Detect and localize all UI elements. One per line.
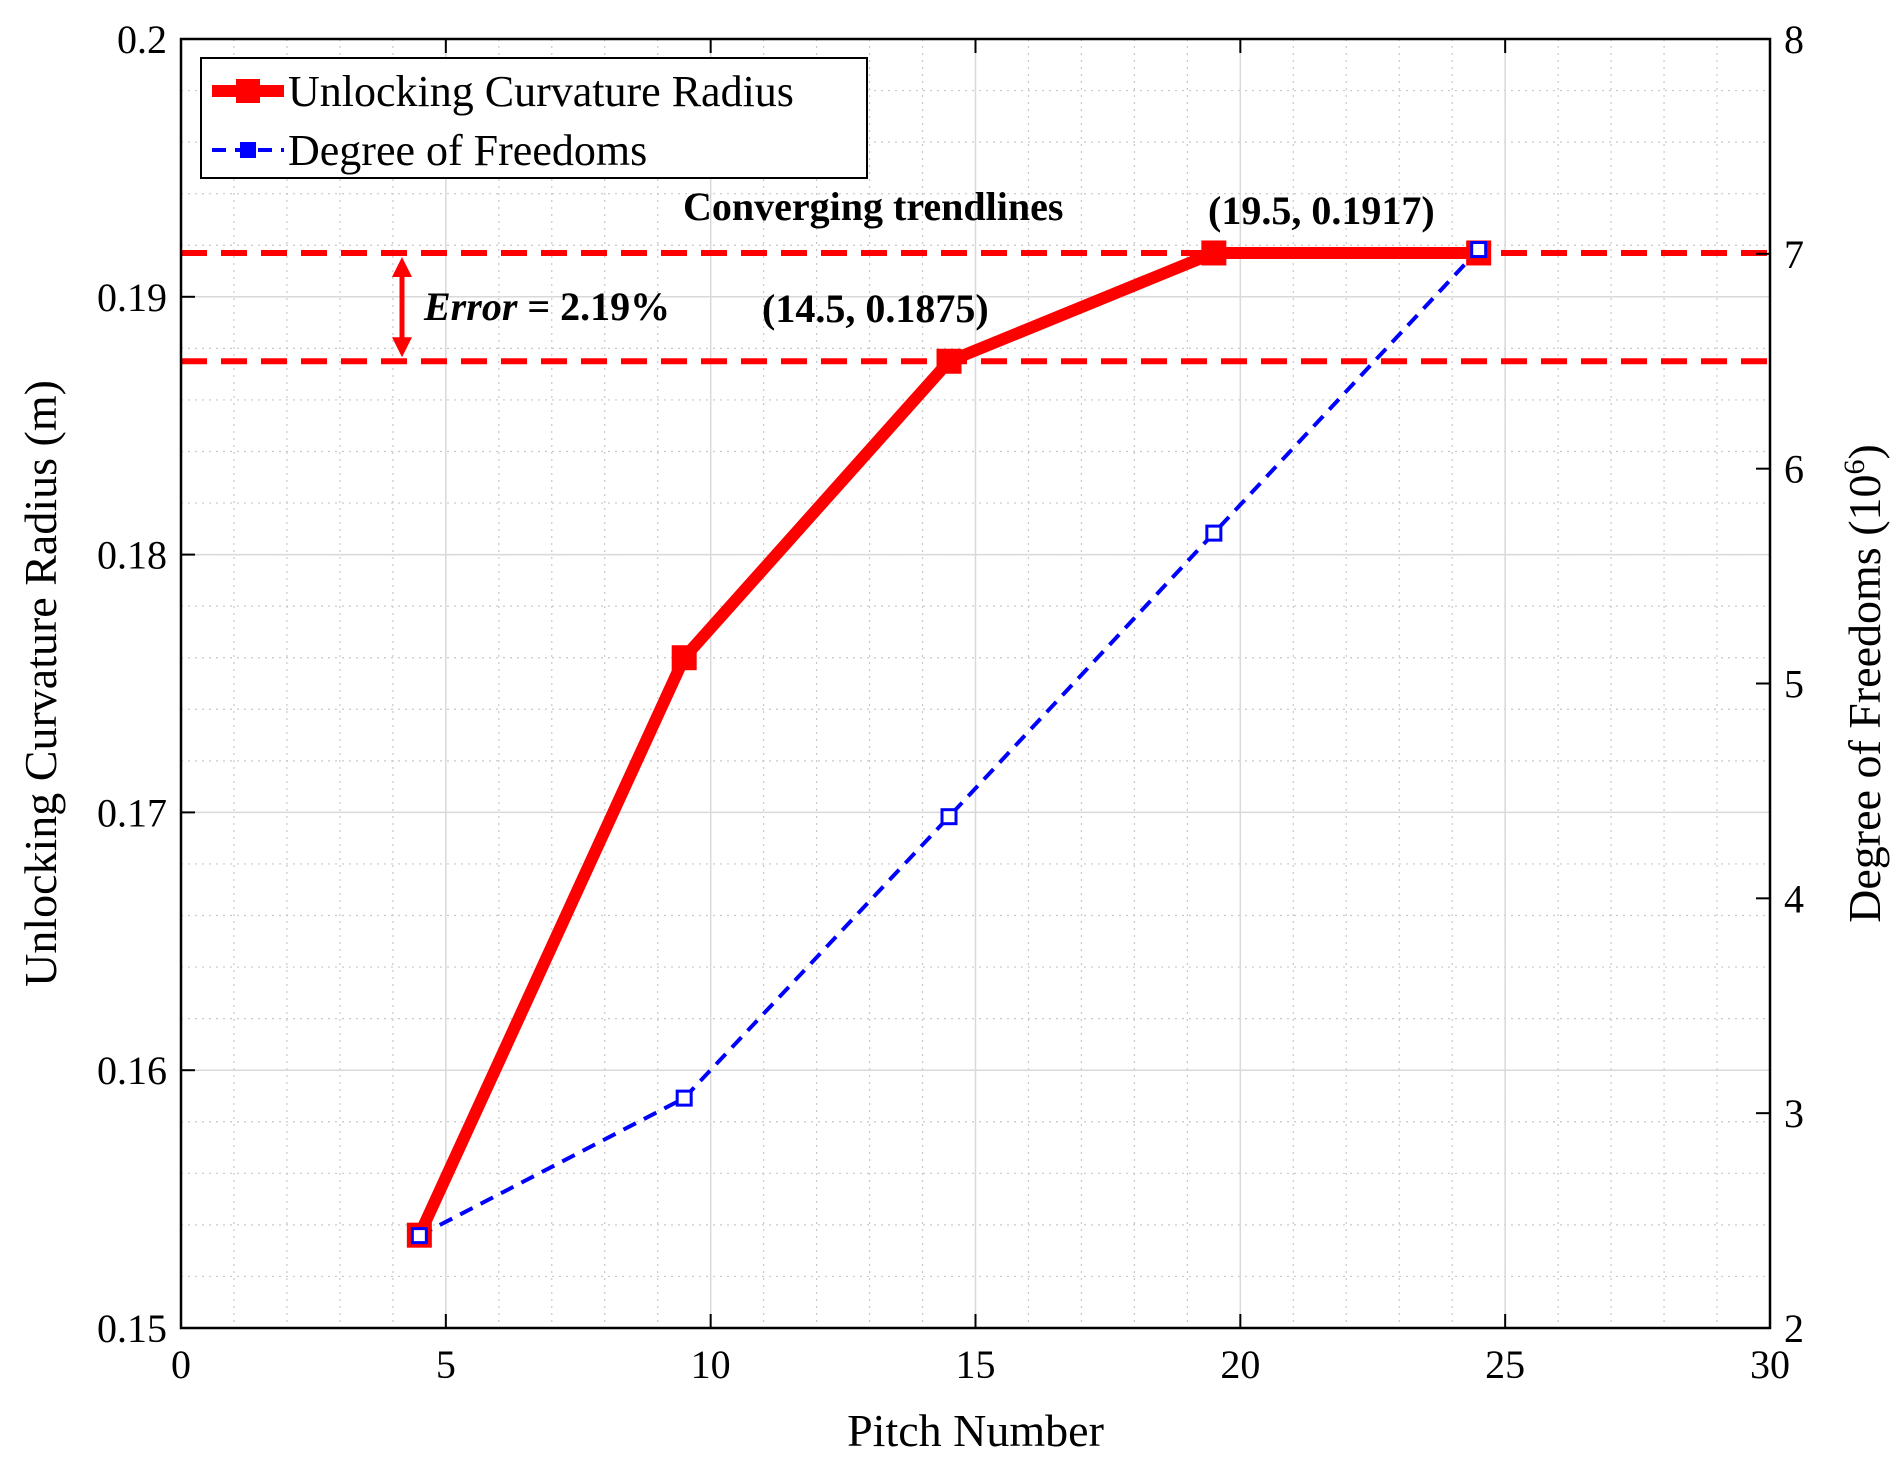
right-y-tick-label: 6 xyxy=(1784,447,1804,492)
point-label-14-5: (14.5, 0.1875) xyxy=(762,286,989,331)
left-y-tick-label: 0.19 xyxy=(97,275,167,320)
x-tick-label: 30 xyxy=(1750,1342,1790,1387)
point-label-19-5: (19.5, 0.1917) xyxy=(1208,188,1435,233)
left-y-axis-title: Unlocking Curvature Radius (m) xyxy=(15,380,66,987)
left-y-tick-label: 0.16 xyxy=(97,1048,167,1093)
data-point-blue-marker xyxy=(410,1227,428,1245)
right-y-axis-title-close: ) xyxy=(1839,444,1890,459)
right-y-tick-label: 5 xyxy=(1784,662,1804,707)
error-arrow-head-up xyxy=(392,256,412,277)
left-y-tick-label: 0.15 xyxy=(97,1306,167,1351)
x-axis-title: Pitch Number xyxy=(847,1405,1104,1456)
error-label: Error xyxy=(423,284,518,329)
legend-item-unlocking-curvature-radius: Unlocking Curvature Radius xyxy=(212,67,794,116)
error-annotation: Error = 2.19% xyxy=(423,284,670,329)
legend-item-degree-of-freedoms: Degree of Freedoms xyxy=(212,126,647,175)
right-y-tick-label: 8 xyxy=(1784,17,1804,62)
legend-marker-blue xyxy=(240,142,256,158)
right-y-axis-title-main: Degree of Freedoms (10 xyxy=(1839,474,1890,922)
x-tick-label: 15 xyxy=(956,1342,996,1387)
x-tick-label: 10 xyxy=(691,1342,731,1387)
data-point-blue-marker xyxy=(940,808,958,826)
error-value: = 2.19% xyxy=(517,284,670,329)
right-y-axis-title-superscript: 6 xyxy=(1838,459,1871,474)
reference-lines xyxy=(181,249,1770,365)
data-point-red-marker xyxy=(1201,240,1227,266)
legend-label: Degree of Freedoms xyxy=(288,126,647,175)
axes-layer: 0 5 10 15 20 25 30 0.15 0.16 0.17 0.18 0.19 0.2 2 3 4 5 6… xyxy=(97,17,1804,1387)
error-arrow-head-down xyxy=(392,337,412,358)
series-layer xyxy=(406,240,1492,1248)
series-line-degree-of-freedoms xyxy=(418,248,1481,1238)
data-point-blue-marker xyxy=(1205,524,1223,542)
x-tick-label: 0 xyxy=(171,1342,191,1387)
grid-layer xyxy=(180,38,1771,1329)
converging-trendlines-label: Converging trendlines xyxy=(683,184,1063,229)
error-double-arrow xyxy=(392,256,412,358)
data-point-blue-marker xyxy=(675,1089,693,1107)
x-tick-label: 20 xyxy=(1220,1342,1260,1387)
right-y-tick-label: 3 xyxy=(1784,1091,1804,1136)
legend-label: Unlocking Curvature Radius xyxy=(288,67,794,116)
data-point-red-marker xyxy=(671,645,697,671)
right-y-tick-label: 2 xyxy=(1784,1306,1804,1351)
right-y-tick-label: 4 xyxy=(1784,876,1804,921)
data-point-blue-marker xyxy=(1470,241,1488,259)
annotations: Converging trendlines Error = 2.19% (14.… xyxy=(392,184,1435,358)
left-y-tick-label: 0.2 xyxy=(117,17,167,62)
left-y-tick-label: 0.18 xyxy=(97,533,167,578)
x-tick-label: 25 xyxy=(1485,1342,1525,1387)
right-y-tick-label: 7 xyxy=(1784,232,1804,277)
legend-box xyxy=(200,57,868,179)
legend-marker-red xyxy=(236,79,260,103)
x-tick-label: 5 xyxy=(436,1342,456,1387)
left-y-tick-label: 0.17 xyxy=(97,790,167,835)
legend: Unlocking Curvature Radius Degree of Fre… xyxy=(200,57,868,179)
data-point-red-marker xyxy=(936,348,962,374)
right-y-axis-title: Degree of Freedoms (106) xyxy=(1838,444,1891,923)
